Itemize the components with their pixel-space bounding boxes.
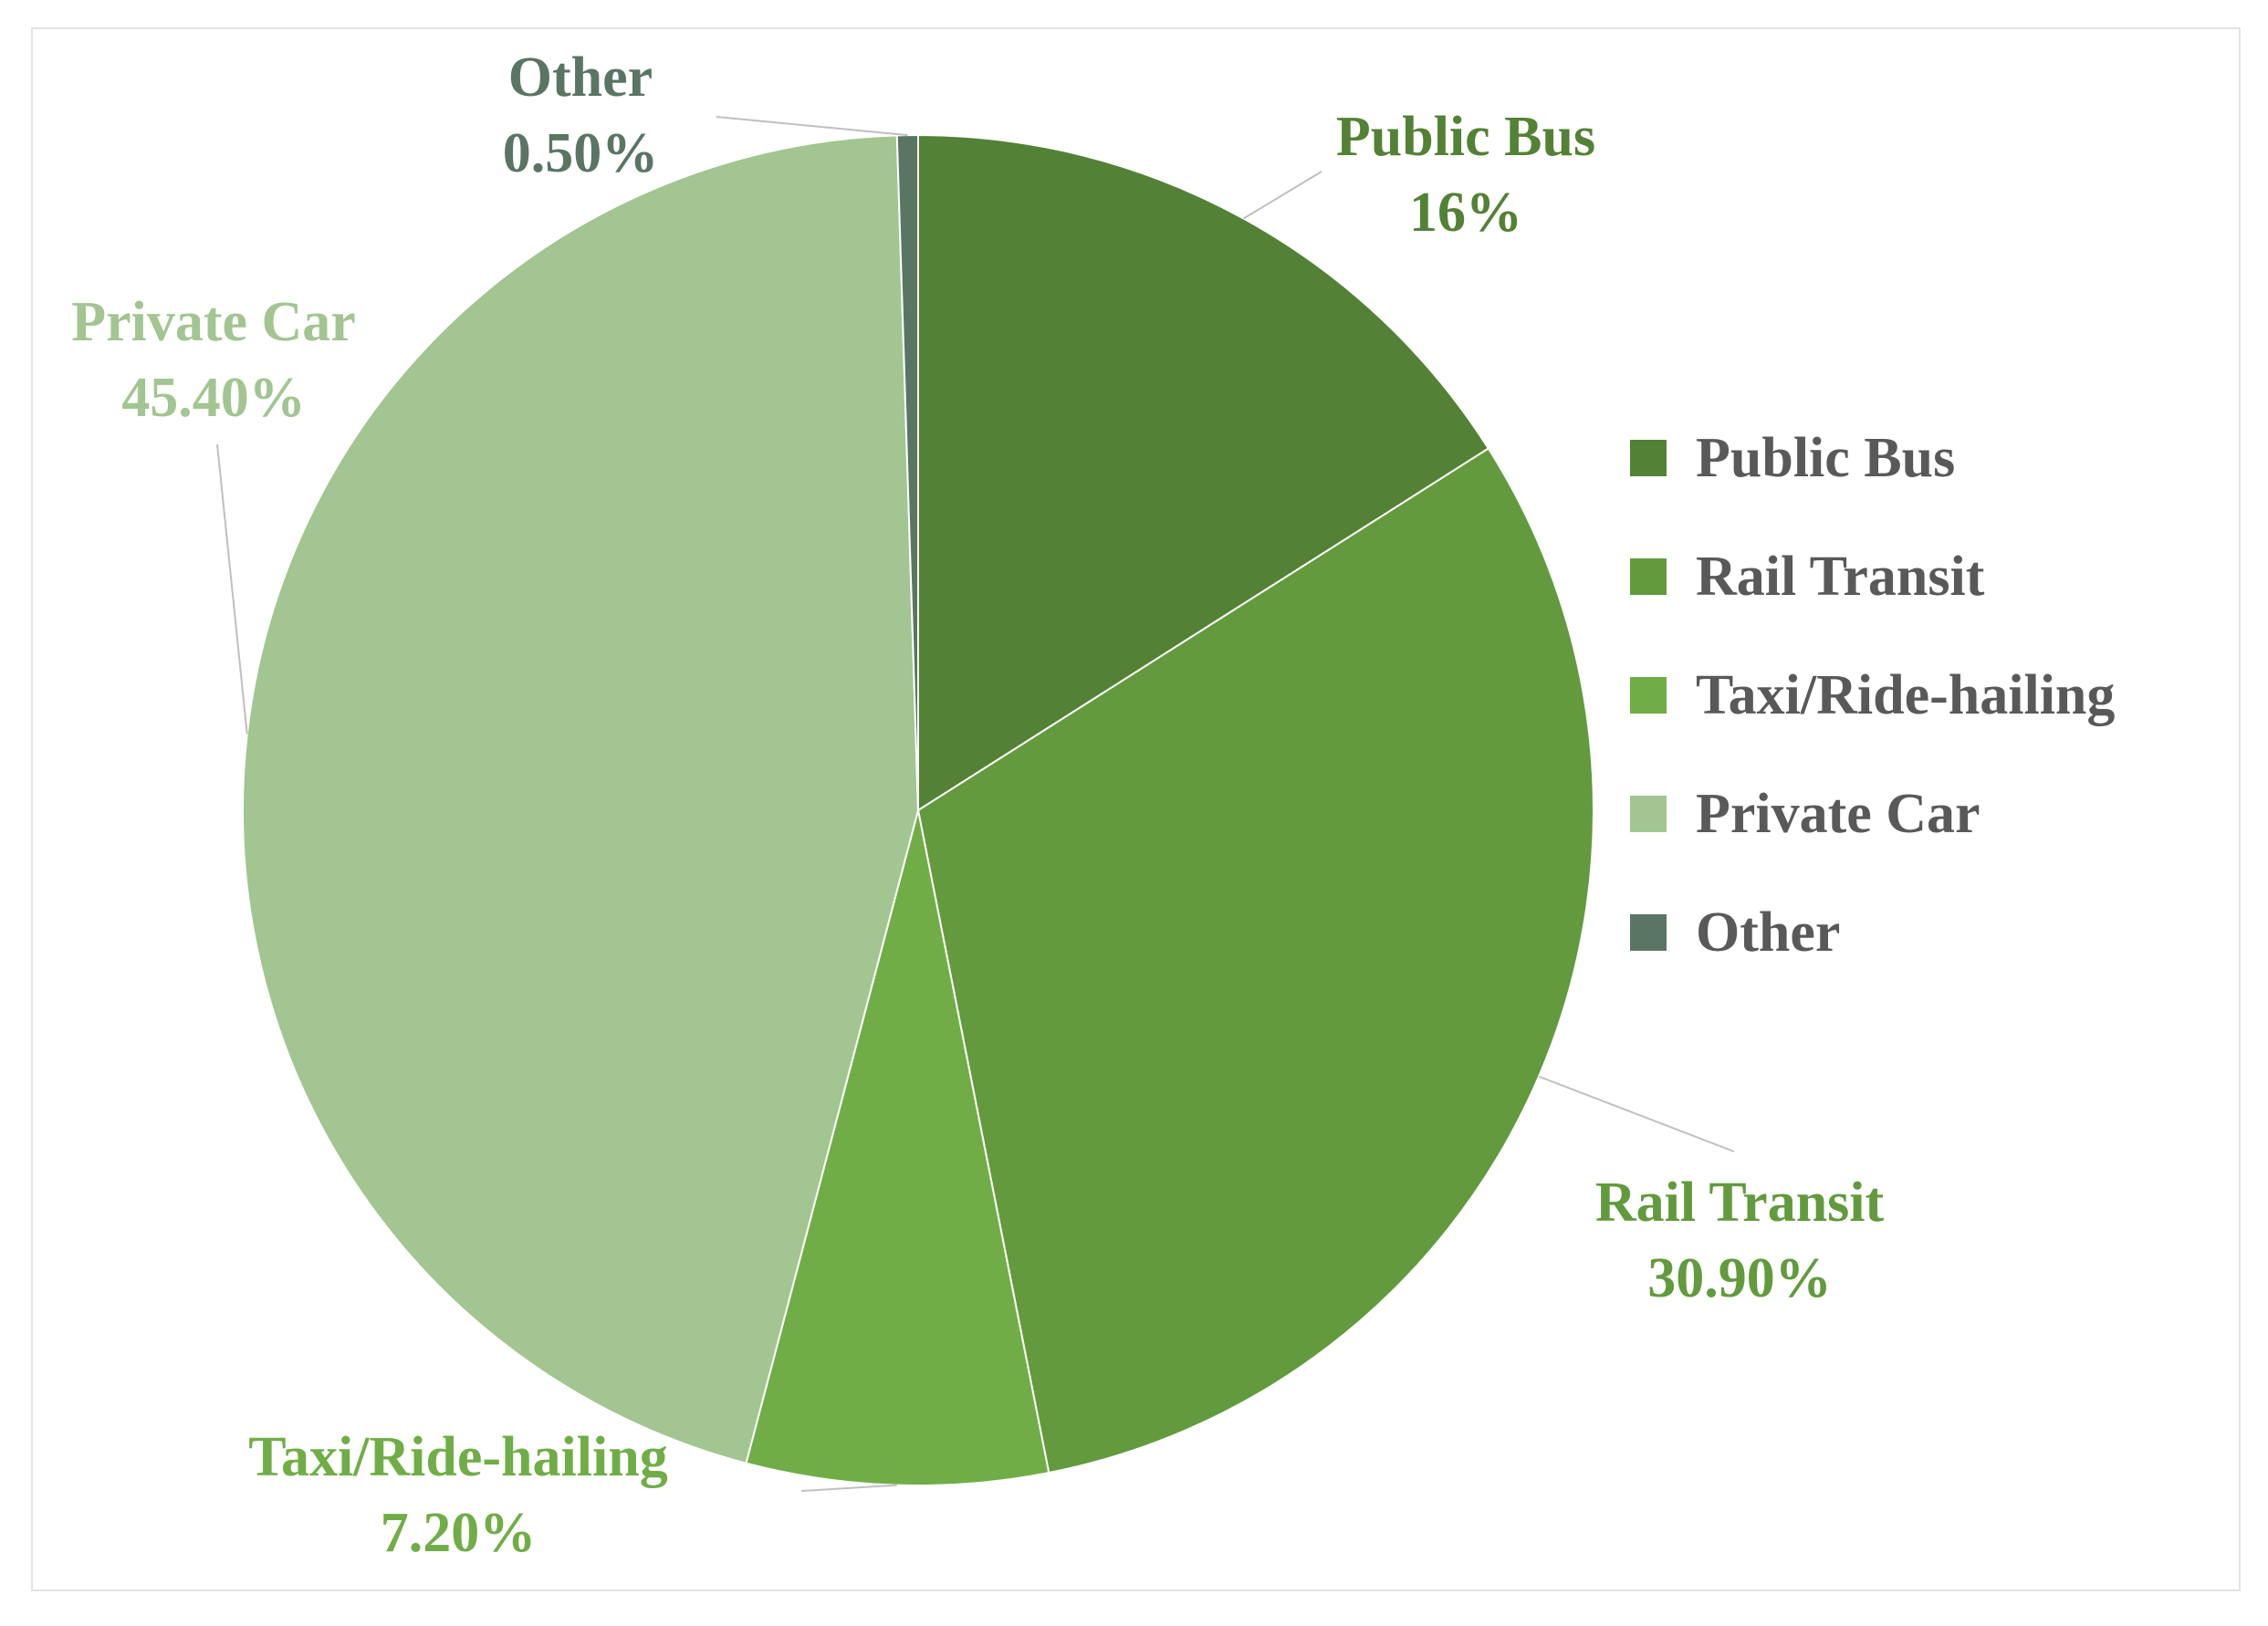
leader-line-public-bus — [1242, 171, 1322, 220]
legend-item-taxi-ride-hailing: Taxi/Ride-hailing — [1630, 664, 2115, 726]
label-public-bus-name: Public Bus — [1336, 106, 1595, 168]
label-rail-transit-name: Rail Transit — [1595, 1172, 1885, 1234]
label-private-car: Private Car 45.40% — [71, 291, 356, 429]
legend-label-private-car: Private Car — [1696, 783, 1981, 845]
legend: Public Bus Rail Transit Taxi/Ride-hailin… — [1630, 427, 2115, 964]
legend-item-public-bus: Public Bus — [1630, 427, 1955, 489]
label-taxi-ride-hailing-name: Taxi/Ride-hailing — [248, 1426, 667, 1488]
legend-label-rail-transit: Rail Transit — [1696, 546, 1985, 608]
leader-line-rail-transit — [1538, 1075, 1735, 1152]
leader-lines — [216, 116, 1735, 1492]
legend-item-rail-transit: Rail Transit — [1630, 546, 1985, 608]
label-taxi-ride-hailing-value: 7.20% — [381, 1502, 537, 1564]
leader-line-taxi-ride-hailing — [800, 1484, 897, 1492]
legend-swatch-other — [1630, 914, 1667, 951]
label-rail-transit: Rail Transit 30.90% — [1595, 1172, 1885, 1309]
leader-line-private-car — [216, 443, 248, 735]
label-private-car-value: 45.40% — [121, 367, 306, 429]
legend-label-public-bus: Public Bus — [1696, 427, 1955, 489]
legend-swatch-taxi-ride-hailing — [1630, 677, 1667, 714]
pie-slice-public-bus — [917, 133, 1490, 812]
label-private-car-name: Private Car — [71, 291, 356, 353]
data-labels: Public Bus 16% Rail Transit 30.90% Taxi/… — [71, 47, 1884, 1564]
pie-slices — [242, 133, 1594, 1486]
label-other-name: Other — [508, 47, 653, 109]
label-other: Other 0.50% — [503, 47, 659, 184]
label-taxi-ride-hailing: Taxi/Ride-hailing 7.20% — [248, 1426, 667, 1564]
legend-item-private-car: Private Car — [1630, 783, 1981, 845]
legend-swatch-private-car — [1630, 796, 1667, 832]
label-rail-transit-value: 30.90% — [1647, 1247, 1832, 1309]
legend-item-other: Other — [1630, 902, 1840, 964]
label-public-bus: Public Bus 16% — [1336, 106, 1595, 244]
label-public-bus-value: 16% — [1409, 182, 1522, 244]
pie-slice-taxi-ride-hailing — [745, 809, 1050, 1486]
legend-label-taxi-ride-hailing: Taxi/Ride-hailing — [1696, 664, 2115, 726]
pie-slice-private-car — [242, 134, 920, 1464]
legend-label-other: Other — [1696, 902, 1840, 964]
legend-swatch-public-bus — [1630, 440, 1667, 476]
label-other-value: 0.50% — [503, 122, 659, 184]
leader-line-other — [716, 116, 908, 137]
legend-swatch-rail-transit — [1630, 558, 1667, 595]
